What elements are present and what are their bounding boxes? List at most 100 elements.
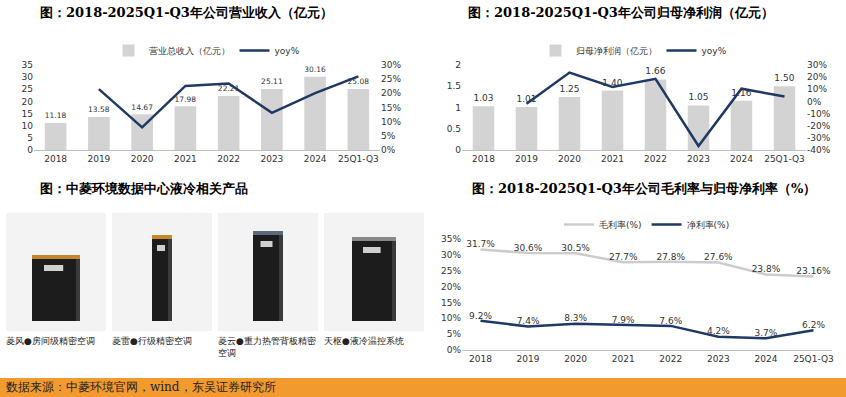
svg-text:20%: 20% [441,282,461,292]
svg-text:25.11: 25.11 [261,77,283,86]
svg-text:30.6%: 30.6% [514,243,543,253]
svg-text:2019: 2019 [515,154,538,164]
svg-text:25Q1-Q3: 25Q1-Q3 [793,354,834,364]
svg-text:22.21: 22.21 [218,84,240,93]
svg-text:yoy%: yoy% [702,46,727,56]
svg-text:4.2%: 4.2% [707,326,730,336]
svg-text:7.6%: 7.6% [659,316,682,326]
svg-text:30: 30 [22,72,34,82]
svg-text:1: 1 [455,103,461,113]
svg-text:10%: 10% [807,84,827,94]
svg-text:25Q1-Q3: 25Q1-Q3 [764,154,805,164]
svg-text:0: 0 [455,145,461,155]
svg-text:yoy%: yoy% [275,46,300,56]
svg-text:2018: 2018 [44,154,67,164]
svg-text:15%: 15% [381,103,401,113]
svg-text:-30%: -30% [807,133,831,143]
html-text:图：2018-2025Q1-Q3年公司营业收入（亿元）: 图：2018-2025Q1-Q3年公司营业收入（亿元） [40,5,333,20]
svg-text:0%: 0% [447,345,462,355]
svg-text:1.05: 1.05 [688,92,708,102]
svg-text:-20%: -20% [807,121,831,131]
svg-text:毛利率(%): 毛利率(%) [599,220,642,230]
svg-text:23.16%: 23.16% [796,266,831,276]
svg-text:-40%: -40% [807,145,831,155]
svg-text:15%: 15% [441,298,461,308]
svg-text:2024: 2024 [730,154,753,164]
svg-text:净利率(%): 净利率(%) [687,220,730,230]
html-text:菱云●重力热管背板精密空调: 菱云●重力热管背板精密空调 [218,336,316,358]
svg-text:35%: 35% [441,234,461,244]
svg-text:10%: 10% [441,313,461,323]
svg-text:14.67: 14.67 [131,103,153,112]
svg-text:11.18: 11.18 [45,111,67,120]
svg-text:27.6%: 27.6% [704,252,733,262]
svg-text:2024: 2024 [754,354,777,364]
svg-text:2018: 2018 [472,154,495,164]
svg-text:2019: 2019 [517,354,540,364]
svg-text:30%: 30% [441,250,461,260]
svg-text:2019: 2019 [87,154,110,164]
svg-text:0: 0 [27,145,33,155]
svg-text:10: 10 [22,121,34,131]
svg-text:8.3%: 8.3% [564,313,587,323]
svg-text:7.4%: 7.4% [517,316,540,326]
svg-text:营业总收入（亿元）: 营业总收入（亿元） [149,46,230,56]
svg-text:1.01: 1.01 [516,94,536,104]
svg-text:20%: 20% [381,88,401,98]
svg-text:1.40: 1.40 [602,78,622,88]
svg-text:10%: 10% [381,117,401,127]
svg-text:归母净利润（亿元）: 归母净利润（亿元） [576,46,657,56]
svg-text:25%: 25% [381,74,401,84]
svg-text:2024: 2024 [304,154,327,164]
svg-text:17.98: 17.98 [175,95,197,104]
svg-text:-10%: -10% [807,109,831,119]
svg-text:0%: 0% [381,145,396,155]
svg-text:0%: 0% [807,97,822,107]
svg-text:30%: 30% [807,60,827,70]
svg-text:23.8%: 23.8% [752,264,781,274]
svg-text:30.5%: 30.5% [561,243,590,253]
svg-text:2021: 2021 [174,154,197,164]
svg-text:13.58: 13.58 [88,105,110,114]
svg-text:5%: 5% [381,131,396,141]
svg-text:1.66: 1.66 [645,66,665,76]
svg-text:2020: 2020 [131,154,154,164]
svg-text:2023: 2023 [707,354,730,364]
svg-text:6.2%: 6.2% [802,320,825,330]
svg-text:2022: 2022 [644,154,667,164]
svg-text:20: 20 [22,97,34,107]
svg-text:5%: 5% [447,329,462,339]
svg-text:25%: 25% [441,266,461,276]
svg-text:27.7%: 27.7% [609,252,638,262]
svg-text:1.03: 1.03 [473,93,493,103]
svg-text:2021: 2021 [612,354,635,364]
svg-text:2020: 2020 [564,354,587,364]
svg-text:2023: 2023 [260,154,283,164]
svg-text:35: 35 [22,60,33,70]
svg-text:2: 2 [455,60,461,70]
svg-text:2022: 2022 [217,154,240,164]
svg-text:31.7%: 31.7% [466,239,495,249]
svg-text:2023: 2023 [687,154,710,164]
svg-text:2018: 2018 [469,354,492,364]
svg-text:30%: 30% [381,60,401,70]
svg-text:1.16: 1.16 [731,88,751,98]
svg-text:15: 15 [22,109,33,119]
svg-text:2022: 2022 [659,354,682,364]
svg-text:1.50: 1.50 [774,73,794,83]
svg-text:20%: 20% [807,72,827,82]
svg-text:25Q1-Q3: 25Q1-Q3 [338,154,379,164]
svg-text:25: 25 [22,84,33,94]
svg-text:0.5: 0.5 [447,124,461,134]
svg-text:25.08: 25.08 [348,77,370,86]
svg-text:1.5: 1.5 [447,81,461,91]
svg-text:9.2%: 9.2% [469,311,492,321]
svg-text:7.9%: 7.9% [612,315,635,325]
svg-text:2020: 2020 [558,154,581,164]
svg-text:2021: 2021 [601,154,624,164]
svg-text:5: 5 [27,133,33,143]
svg-text:30.16: 30.16 [304,65,326,74]
svg-text:1.25: 1.25 [559,84,579,94]
svg-text:3.7%: 3.7% [754,328,777,338]
svg-text:27.8%: 27.8% [656,252,685,262]
